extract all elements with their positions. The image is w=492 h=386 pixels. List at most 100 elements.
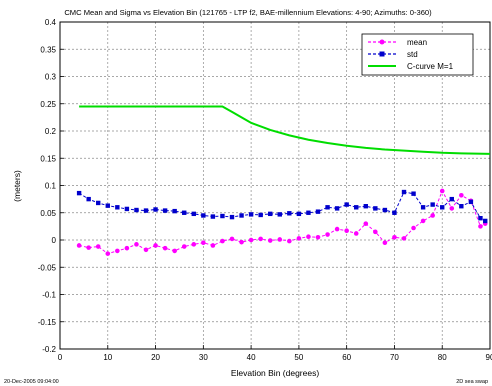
std-point xyxy=(248,212,254,217)
std-point xyxy=(105,203,110,208)
mean-point xyxy=(258,236,263,242)
mean-point xyxy=(153,243,158,248)
std-point xyxy=(210,214,216,219)
std-point xyxy=(468,199,474,205)
mean-point xyxy=(344,228,349,234)
mean-point xyxy=(306,234,311,240)
legend-marker-std xyxy=(379,51,385,57)
mean-point xyxy=(181,244,187,249)
mean-point xyxy=(401,236,407,241)
axis-ticks: 0 10 20 30 40 50 60 70 80 90 -0.2 -0.15 -0.1 -0.05 0 0.… xyxy=(38,18,492,362)
mean-point xyxy=(478,224,483,229)
std-point xyxy=(201,213,206,218)
std-point xyxy=(363,204,368,209)
std-point xyxy=(449,196,454,202)
mean-point xyxy=(76,243,82,248)
std-point xyxy=(420,205,426,210)
x-tick-label: 30 xyxy=(199,353,208,362)
mean-point xyxy=(459,193,464,198)
x-tick-label: 90 xyxy=(486,353,492,362)
mean-point xyxy=(267,238,273,243)
std-point xyxy=(411,191,416,196)
mean-point xyxy=(124,245,130,251)
y-tick-label: 0.35 xyxy=(40,45,56,54)
mean-point xyxy=(382,240,388,246)
x-tick-label: 20 xyxy=(151,353,160,362)
std-point xyxy=(220,213,225,219)
y-tick-label: 0.25 xyxy=(40,100,56,109)
std-point xyxy=(373,206,378,211)
std-point xyxy=(334,206,340,211)
std-point xyxy=(258,212,263,218)
y-axis-label: (meters) xyxy=(12,170,22,202)
std-point xyxy=(483,218,488,224)
mean-point xyxy=(353,231,359,236)
std-point xyxy=(143,208,149,213)
std-point xyxy=(86,196,91,202)
std-point xyxy=(459,204,464,209)
mean-point xyxy=(220,238,225,244)
std-point xyxy=(344,202,349,207)
x-tick-label: 80 xyxy=(438,353,447,362)
mean-point xyxy=(239,239,244,245)
x-axis-label: Elevation Bin (degrees) xyxy=(231,368,320,378)
std-point xyxy=(96,200,101,206)
mean-point xyxy=(162,245,168,251)
series-layer xyxy=(76,105,491,256)
mean-point xyxy=(325,232,330,237)
mean-point xyxy=(86,245,91,250)
std-point xyxy=(430,202,435,207)
mean-point xyxy=(143,247,149,253)
mean-point xyxy=(392,234,397,240)
mean-point xyxy=(115,248,120,254)
std-point xyxy=(182,210,187,215)
mean-point xyxy=(373,229,378,235)
std-point xyxy=(153,207,158,212)
x-tick-label: 0 xyxy=(58,353,63,362)
std-point xyxy=(354,205,359,210)
mean-point xyxy=(439,188,445,194)
mean-point xyxy=(191,242,197,247)
mean-point xyxy=(430,213,435,218)
mean-point xyxy=(420,218,426,224)
y-tick-label: 0.2 xyxy=(45,127,57,136)
y-tick-label: -0.2 xyxy=(42,345,56,354)
legend: mean std C-curve M=1 xyxy=(361,33,474,76)
mean-point xyxy=(287,238,292,244)
x-tick-label: 60 xyxy=(342,353,351,362)
y-tick-label: 0.1 xyxy=(45,182,57,191)
std-point xyxy=(315,209,321,214)
mean-point xyxy=(411,225,416,231)
mean-point xyxy=(449,206,455,211)
x-tick-label: 10 xyxy=(103,353,112,362)
y-tick-label: 0 xyxy=(52,236,57,245)
legend-label-mean: mean xyxy=(407,38,427,47)
std-point xyxy=(229,214,235,220)
std-point xyxy=(268,211,273,217)
footer-timestamp: 20-Dec-2005 09:04:00 xyxy=(4,379,59,385)
mean-point xyxy=(172,248,177,254)
std-point xyxy=(172,208,177,214)
std-point xyxy=(191,211,196,217)
mean-point xyxy=(134,242,139,247)
std-point xyxy=(296,211,302,217)
x-tick-label: 50 xyxy=(294,353,303,362)
mean-point xyxy=(248,237,254,243)
chart-title: CMC Mean and Sigma vs Elevation Bin (121… xyxy=(64,8,432,17)
mean-point xyxy=(229,236,235,242)
std-point xyxy=(325,205,330,210)
mean-point xyxy=(363,221,369,226)
std-point xyxy=(306,210,311,215)
series-line-2 xyxy=(79,105,491,155)
y-tick-label: 0.4 xyxy=(45,18,57,27)
footer-note: 2D sea swap xyxy=(456,379,488,385)
std-point xyxy=(478,216,483,221)
legend-label-c-curve: C-curve M=1 xyxy=(407,62,454,71)
std-point xyxy=(287,211,292,216)
std-point xyxy=(76,190,82,196)
x-tick-label: 40 xyxy=(247,353,256,362)
std-point xyxy=(124,206,130,212)
legend-label-std: std xyxy=(407,50,418,59)
y-tick-label: 0.15 xyxy=(40,154,56,163)
